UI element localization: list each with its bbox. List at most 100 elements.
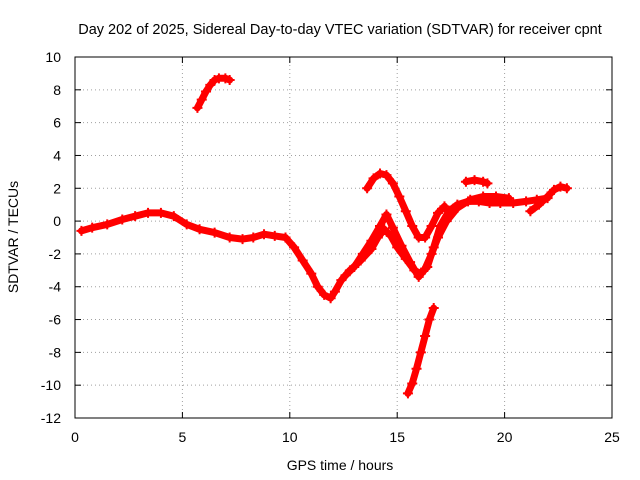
- data-point: [426, 221, 437, 232]
- data-point: [452, 202, 463, 213]
- y-axis-label: SDTVAR / TECUs: [5, 181, 21, 293]
- data-point: [209, 227, 220, 238]
- y-tick-label: 8: [53, 82, 61, 98]
- data-point: [375, 168, 386, 179]
- data-point: [396, 240, 407, 251]
- data-point: [130, 211, 141, 222]
- data-point: [426, 248, 437, 259]
- y-tick-label: 4: [53, 147, 61, 163]
- data-point: [549, 184, 560, 195]
- data-point: [224, 232, 235, 243]
- data-point: [76, 225, 87, 236]
- data-point: [224, 74, 235, 85]
- data-point: [181, 219, 192, 230]
- y-tick-label: 0: [53, 213, 61, 229]
- data-point: [312, 281, 323, 292]
- plot-frame: [74, 56, 613, 419]
- x-tick-label: 10: [282, 429, 298, 445]
- data-point: [561, 183, 572, 194]
- y-tick-label: -10: [41, 377, 61, 393]
- data-point: [503, 193, 514, 204]
- tick-layer: [74, 56, 613, 419]
- y-tick-label: 6: [53, 115, 61, 131]
- data-point: [439, 201, 450, 212]
- data-point: [102, 219, 113, 230]
- series-layer: [76, 73, 572, 399]
- data-point: [117, 214, 128, 225]
- data-point: [143, 207, 154, 218]
- data-point: [469, 175, 480, 186]
- data-point: [259, 229, 270, 240]
- data-point: [168, 211, 179, 222]
- data-point: [433, 232, 444, 243]
- data-point: [542, 191, 553, 202]
- data-point: [413, 271, 424, 282]
- data-point: [400, 206, 411, 217]
- data-point: [368, 173, 379, 184]
- data-point: [460, 176, 471, 187]
- data-point: [420, 330, 431, 341]
- grid-layer: [75, 57, 612, 418]
- data-point: [433, 207, 444, 218]
- data-point: [325, 293, 336, 304]
- chart-title: Day 202 of 2025, Sidereal Day-to-day VTE…: [78, 22, 602, 38]
- data-point: [402, 388, 413, 399]
- x-tick-label: 25: [604, 429, 620, 445]
- data-point: [375, 221, 386, 232]
- data-point: [319, 289, 330, 300]
- data-point: [196, 94, 207, 105]
- data-point: [362, 183, 373, 194]
- data-point: [381, 170, 392, 181]
- y-tick-label: -2: [49, 246, 62, 262]
- data-point: [555, 181, 566, 192]
- data-point: [491, 191, 502, 202]
- data-point: [405, 257, 416, 268]
- x-tick-label: 15: [389, 429, 405, 445]
- data-point: [525, 206, 536, 217]
- x-tick-label: 20: [497, 429, 513, 445]
- data-point: [269, 230, 280, 241]
- data-point: [420, 232, 431, 243]
- y-tick-label: -6: [49, 312, 62, 328]
- y-tick-label: -12: [41, 410, 61, 426]
- data-point: [407, 221, 418, 232]
- x-tick-label: 5: [179, 429, 187, 445]
- data-point: [194, 224, 205, 235]
- data-point: [349, 262, 360, 273]
- data-point: [329, 286, 340, 297]
- data-point: [381, 209, 392, 220]
- data-point: [280, 232, 291, 243]
- data-point: [424, 314, 435, 325]
- data-point: [201, 86, 212, 97]
- data-point: [340, 270, 351, 281]
- x-tick-label: 0: [71, 429, 79, 445]
- data-point: [533, 199, 544, 210]
- data-point: [248, 232, 259, 243]
- y-tick-label: -8: [49, 344, 62, 360]
- data-point: [192, 102, 203, 113]
- data-point: [465, 194, 476, 205]
- data-point: [478, 191, 489, 202]
- data-point: [482, 178, 493, 189]
- data-point: [387, 222, 398, 233]
- data-point: [428, 303, 439, 314]
- label-layer: 0 5 10 15 20 25 -12 -10 -8 -6 -4 -2 0 2 4 6 8 10: [41, 49, 620, 445]
- data-point: [441, 216, 452, 227]
- data-point: [87, 222, 98, 233]
- data-point: [387, 178, 398, 189]
- data-point: [155, 207, 166, 218]
- data-point: [394, 191, 405, 202]
- y-tick-label: 2: [53, 180, 61, 196]
- data-point: [297, 255, 308, 266]
- data-point: [237, 234, 248, 245]
- data-point: [366, 235, 377, 246]
- data-point: [411, 363, 422, 374]
- data-point: [306, 268, 317, 279]
- data-point: [289, 242, 300, 253]
- y-tick-label: -4: [49, 279, 62, 295]
- data-point: [420, 263, 431, 274]
- data-point: [407, 378, 418, 389]
- data-point: [521, 196, 532, 207]
- x-axis-label: GPS time / hours: [287, 457, 394, 473]
